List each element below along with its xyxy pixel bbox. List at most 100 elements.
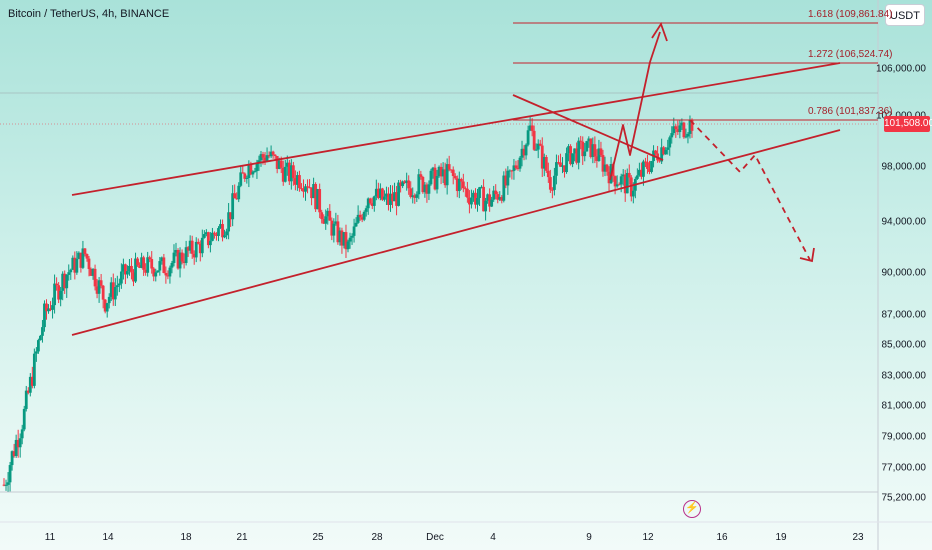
candle-body	[328, 210, 332, 221]
candle-body	[324, 216, 328, 224]
candle-body	[128, 265, 131, 272]
candle-body	[607, 171, 611, 184]
candle-body	[409, 188, 413, 197]
candle-body	[356, 214, 360, 223]
candle-body	[144, 269, 148, 273]
candle-body	[37, 340, 40, 352]
candle-body	[378, 188, 382, 198]
candle-body	[561, 165, 564, 167]
candle-body	[273, 154, 277, 156]
price-tick-label: 83,000.00	[881, 370, 927, 382]
candle-body	[393, 192, 396, 202]
candle-body	[435, 176, 439, 190]
time-tick-label: 19	[775, 532, 787, 543]
candle-body	[154, 272, 158, 277]
candle-body	[20, 429, 24, 439]
candle-body	[461, 181, 465, 189]
candle-body	[156, 270, 160, 273]
candle-body	[407, 180, 411, 189]
candle-body	[310, 187, 313, 199]
candle-body	[490, 199, 494, 207]
candle-body	[540, 145, 544, 169]
candle-body	[158, 261, 162, 271]
time-tick-label: 25	[312, 532, 324, 543]
candle-body	[188, 240, 192, 251]
candle-body	[176, 250, 180, 269]
candle-body	[241, 172, 245, 174]
candle-body	[16, 439, 20, 448]
candle-body	[263, 157, 267, 162]
candle-body	[385, 193, 388, 197]
candle-body	[49, 308, 52, 310]
candle-body	[298, 175, 301, 189]
candle-body	[383, 196, 386, 200]
candle-body	[593, 144, 597, 157]
candle-body	[10, 451, 14, 466]
time-tick-label: 28	[371, 532, 383, 543]
candle-body	[239, 172, 243, 186]
candle-body	[283, 166, 287, 182]
candle-body	[358, 214, 362, 218]
candle-body	[308, 187, 311, 189]
currency-button[interactable]: USDT	[885, 4, 925, 26]
candle-body	[103, 299, 107, 312]
candle-body	[32, 353, 36, 386]
candle-body	[530, 125, 534, 131]
candle-body	[631, 190, 635, 197]
candle-body	[457, 179, 461, 192]
candle-body	[508, 170, 512, 172]
candle-body	[172, 252, 176, 263]
fib-level-label: 1.272 (106,524.74)	[808, 49, 893, 60]
fib-level-label: 1.618 (109,861.84)	[808, 9, 893, 20]
candle-body	[77, 252, 81, 259]
time-tick-label: Dec	[426, 532, 444, 543]
candle-body	[245, 177, 249, 179]
candle-body	[43, 303, 46, 328]
candle-body	[449, 169, 453, 171]
candle-body	[569, 146, 572, 165]
price-tick-label: 90,000.00	[881, 267, 927, 279]
candle-body	[342, 232, 346, 246]
candle-body	[231, 193, 235, 220]
candle-body	[666, 147, 670, 150]
candle-body	[109, 282, 113, 297]
candle-body	[182, 261, 186, 263]
candle-body	[451, 169, 455, 177]
candle-body	[672, 126, 676, 134]
candle-body	[111, 282, 115, 300]
candle-body	[121, 264, 125, 272]
candle-body	[688, 119, 692, 134]
candle-body	[350, 235, 354, 238]
candle-body	[202, 234, 206, 238]
candle-body	[61, 273, 65, 291]
candle-body	[680, 122, 684, 126]
candle-body	[573, 148, 577, 154]
candle-body	[39, 335, 42, 341]
lightning-icon[interactable]: ⚡	[683, 500, 701, 518]
candle-body	[542, 157, 546, 169]
candle-body	[431, 167, 435, 171]
candle-body	[427, 184, 431, 194]
candle-body	[374, 188, 378, 197]
candle-body	[553, 175, 556, 190]
candle-body	[544, 157, 548, 171]
candle-body	[506, 170, 510, 186]
candle-body	[136, 258, 139, 266]
candle-body	[140, 257, 143, 268]
candle-body	[223, 235, 226, 238]
bearish-projection	[689, 119, 811, 261]
candle-body	[439, 166, 443, 177]
candle-body	[690, 119, 694, 131]
candle-body	[502, 175, 506, 201]
time-tick-label: 12	[642, 532, 654, 543]
candle-body	[492, 190, 496, 200]
candle-body	[488, 194, 492, 207]
candle-body	[190, 240, 194, 254]
candle-body	[22, 408, 26, 430]
candle-body	[389, 193, 392, 205]
candle-body	[567, 146, 570, 154]
candle-body	[338, 230, 342, 243]
candle-body	[192, 253, 196, 258]
candle-body	[595, 156, 599, 162]
